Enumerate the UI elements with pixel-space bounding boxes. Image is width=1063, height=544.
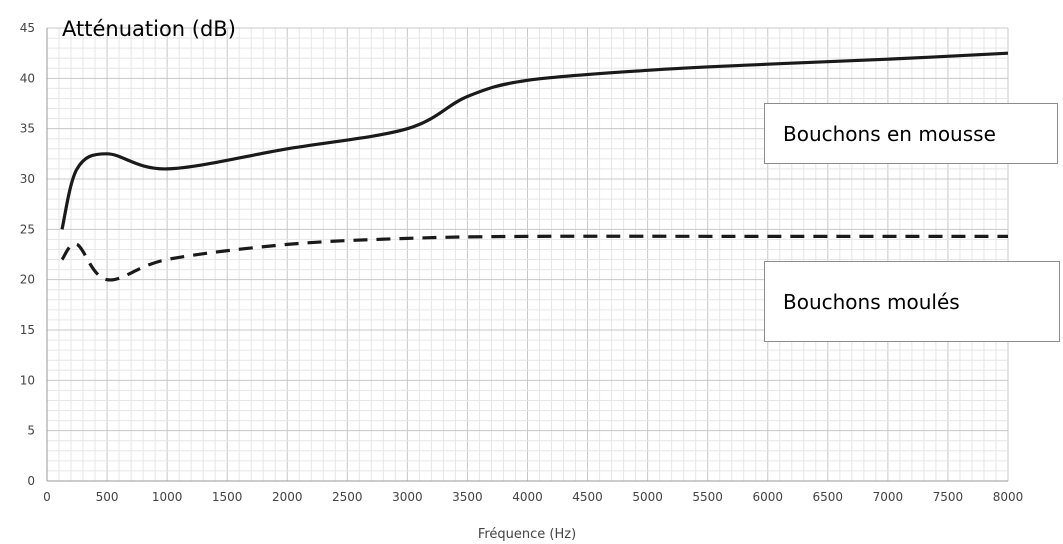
x-tick-label: 2500 <box>332 490 363 504</box>
x-tick-label: 5000 <box>632 490 663 504</box>
legend-label-mousse: Bouchons en mousse <box>764 103 1058 164</box>
y-tick-label: 0 <box>27 474 35 488</box>
x-tick-label: 3500 <box>452 490 483 504</box>
x-axis-title: Fréquence (Hz) <box>478 527 576 542</box>
y-axis-title: Atténuation (dB) <box>62 17 236 41</box>
x-tick-label: 1000 <box>152 490 183 504</box>
y-tick-labels: 0 5 10 15 20 25 30 35 40 45 <box>20 21 35 488</box>
x-tick-label: 8000 <box>993 490 1024 504</box>
x-tick-label: 4000 <box>512 490 543 504</box>
y-tick-label: 10 <box>20 373 35 387</box>
x-tick-label: 0 <box>43 490 51 504</box>
grid <box>46 27 1009 482</box>
y-tick-label: 30 <box>20 172 35 186</box>
x-tick-label: 500 <box>96 490 119 504</box>
x-tick-label: 7500 <box>933 490 964 504</box>
y-tick-label: 35 <box>20 122 35 136</box>
y-tick-label: 40 <box>20 71 35 85</box>
y-tick-label: 20 <box>20 273 35 287</box>
y-tick-label: 15 <box>20 323 35 337</box>
x-tick-label: 4500 <box>572 490 603 504</box>
x-tick-label: 3000 <box>392 490 423 504</box>
legend-label-moules: Bouchons moulés <box>764 261 1060 342</box>
y-tick-label: 5 <box>27 424 35 438</box>
series-lines <box>60 51 1009 282</box>
y-tick-label: 45 <box>20 21 35 35</box>
x-tick-label: 6500 <box>813 490 844 504</box>
x-tick-label: 2000 <box>272 490 303 504</box>
axes <box>46 28 1008 482</box>
x-tick-label: 5500 <box>692 490 723 504</box>
x-tick-label: 7000 <box>873 490 904 504</box>
series-line-mousse <box>60 51 1009 230</box>
x-tick-label: 6000 <box>752 490 783 504</box>
series-line-moules <box>60 234 1008 282</box>
y-tick-label: 25 <box>20 222 35 236</box>
x-tick-labels: 0 500 1000 1500 2000 2500 3000 3500 4000 4500 5000… <box>43 490 1023 504</box>
x-tick-label: 1500 <box>212 490 243 504</box>
